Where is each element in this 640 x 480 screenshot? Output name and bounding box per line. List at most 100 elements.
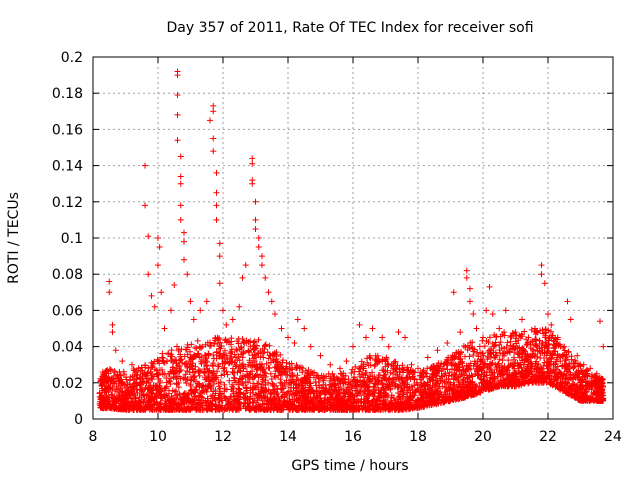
data-point: [148, 394, 155, 401]
data-point: [163, 392, 170, 399]
data-point: [504, 339, 511, 346]
data-point: [106, 366, 113, 373]
data-point: [466, 353, 473, 360]
data-point: [299, 365, 306, 372]
data-point: [293, 365, 300, 372]
data-point: [279, 365, 286, 372]
data-point: [253, 384, 260, 391]
data-point: [218, 390, 225, 397]
data-point: [252, 198, 259, 205]
data-point: [125, 406, 132, 413]
x-tick-labels: 8 10 12 14 16 18 20 22 24: [89, 429, 622, 445]
data-point: [145, 271, 152, 278]
data-point: [223, 386, 230, 393]
data-point: [222, 406, 229, 413]
data-point: [230, 385, 237, 392]
data-point: [189, 362, 196, 369]
y-tick-labels: 00.020.040.060.080.10.120.140.160.180.2: [52, 50, 83, 428]
data-point: [246, 395, 253, 402]
data-point: [279, 400, 286, 407]
data-point: [205, 374, 212, 381]
data-point: [220, 307, 226, 314]
data-point: [253, 361, 260, 368]
data-point: [258, 374, 265, 381]
data-point: [434, 347, 441, 354]
data-point: [214, 334, 221, 341]
data-point: [167, 380, 174, 387]
data-point: [256, 364, 263, 371]
data-point: [213, 355, 220, 362]
data-point: [252, 345, 259, 352]
data-point: [312, 378, 319, 385]
data-point: [102, 374, 109, 381]
data-point: [210, 148, 217, 155]
data-point: [177, 396, 184, 403]
data-point: [203, 358, 210, 365]
y-tick-label: 0.04: [52, 340, 83, 356]
data-point: [260, 376, 267, 383]
data-point: [295, 402, 302, 409]
data-point: [229, 358, 236, 365]
data-point: [174, 381, 181, 388]
data-point: [209, 406, 216, 413]
data-point: [250, 355, 257, 362]
x-tick-label: 22: [539, 429, 557, 445]
data-point: [213, 189, 220, 196]
data-point: [207, 117, 213, 124]
data-point: [281, 393, 288, 400]
x-axis-label: GPS time / hours: [291, 458, 408, 474]
data-point: [207, 342, 214, 349]
data-point: [257, 354, 264, 361]
data-point: [444, 339, 451, 346]
data-point: [211, 340, 218, 347]
data-point: [263, 388, 270, 395]
data-point: [177, 180, 184, 187]
data-point: [217, 379, 224, 386]
data-point: [205, 368, 212, 375]
data-point: [195, 397, 202, 404]
data-point: [548, 321, 555, 328]
data-point: [192, 378, 199, 385]
data-point: [253, 406, 260, 413]
data-point: [134, 389, 141, 396]
data-point: [463, 267, 470, 274]
data-point: [533, 336, 540, 343]
x-tick-label: 20: [474, 429, 492, 445]
data-point: [161, 403, 168, 410]
data-point: [541, 280, 548, 287]
data-point: [171, 357, 178, 364]
data-point: [218, 397, 225, 404]
data-point: [240, 349, 247, 356]
data-point: [270, 351, 277, 358]
data-point: [480, 334, 486, 341]
data-point: [512, 329, 519, 336]
data-point: [227, 404, 234, 411]
data-point: [176, 391, 183, 398]
y-tick-label: 0.12: [52, 195, 83, 211]
data-point: [317, 352, 324, 359]
data-point: [457, 329, 464, 336]
data-point: [463, 274, 470, 281]
data-point: [301, 325, 308, 332]
data-point: [198, 384, 205, 391]
data-point: [307, 343, 314, 350]
data-point: [273, 356, 280, 363]
data-point: [168, 347, 175, 354]
data-point: [470, 311, 477, 318]
data-point: [212, 337, 219, 344]
data-point: [232, 354, 239, 361]
data-point: [160, 355, 167, 362]
data-point: [141, 396, 148, 403]
data-point: [108, 392, 115, 399]
data-point: [97, 395, 104, 402]
data-point: [197, 307, 204, 314]
data-point: [221, 364, 228, 371]
data-point: [350, 343, 356, 350]
data-point: [208, 376, 215, 383]
data-point: [129, 388, 136, 395]
data-point: [182, 371, 189, 378]
data-point: [171, 282, 178, 289]
data-point: [195, 367, 202, 374]
data-point: [255, 244, 262, 251]
data-point: [291, 339, 298, 346]
